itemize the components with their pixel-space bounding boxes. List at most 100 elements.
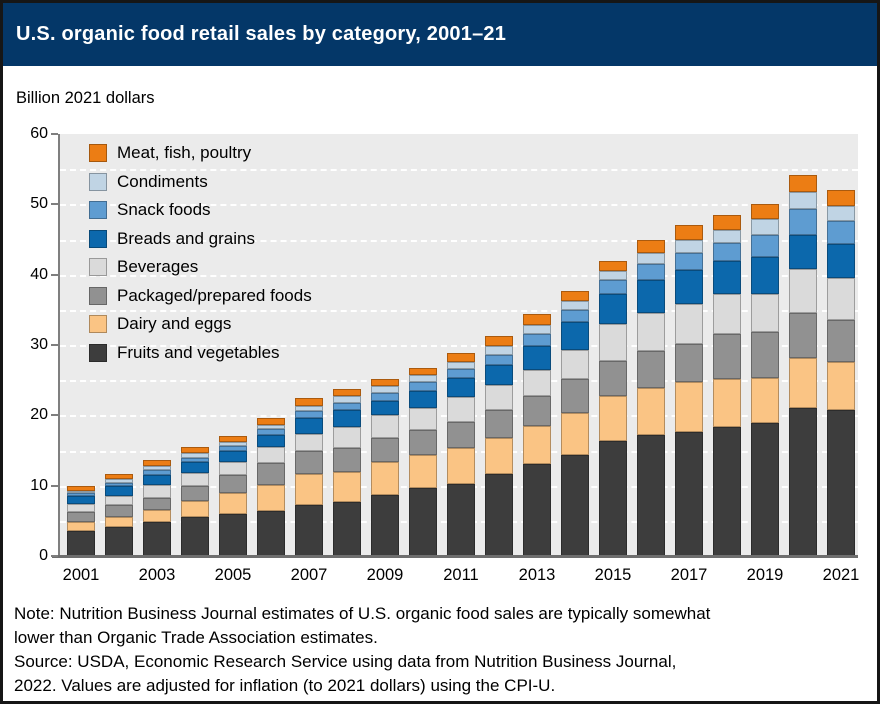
legend-item-packaged-prepared-foods: Packaged/prepared foods: [89, 282, 312, 311]
chart-title: U.S. organic food retail sales by catego…: [16, 23, 507, 45]
segment-packaged-prepared-foods: [713, 334, 741, 380]
segment-breads-and-grains: [713, 260, 741, 295]
segment-breads-and-grains: [675, 269, 703, 304]
segment-condiments: [447, 361, 475, 369]
segment-condiments: [295, 405, 323, 412]
segment-breads-and-grains: [523, 345, 551, 370]
segment-fruits-and-vegetables: [67, 531, 95, 556]
segment-beverages: [561, 349, 589, 380]
segment-snack-foods: [409, 382, 437, 391]
segment-beverages: [257, 447, 285, 464]
segment-breads-and-grains: [485, 365, 513, 386]
meat-fish-poultry-swatch: [89, 144, 107, 163]
segment-snack-foods: [561, 309, 589, 322]
segment-meat-fish-poultry: [827, 189, 855, 206]
segment-beverages: [485, 385, 513, 411]
segment-snack-foods: [675, 252, 703, 270]
segment-condiments: [67, 490, 95, 494]
segment-beverages: [599, 323, 627, 362]
segment-dairy-and-eggs: [105, 516, 133, 528]
segment-beverages: [295, 433, 323, 452]
segment-snack-foods: [105, 482, 133, 487]
bar-2004: [181, 134, 209, 556]
legend-item-condiments: Condiments: [89, 168, 312, 197]
segment-snack-foods: [447, 368, 475, 379]
segment-snack-foods: [181, 457, 209, 463]
gridline-30: [60, 345, 858, 347]
segment-dairy-and-eggs: [371, 462, 399, 495]
segment-meat-fish-poultry: [485, 335, 513, 347]
title-band: U.S. organic food retail sales by catego…: [3, 3, 877, 66]
fruits-and-vegetables-swatch: [89, 343, 107, 362]
segment-beverages: [751, 293, 779, 333]
segment-meat-fish-poultry: [637, 240, 665, 253]
segment-fruits-and-vegetables: [143, 521, 171, 556]
segment-packaged-prepared-foods: [333, 448, 361, 472]
segment-condiments: [105, 479, 133, 483]
x-tick-label-2001: 2001: [62, 566, 100, 584]
segment-packaged-prepared-foods: [561, 379, 589, 413]
y-tick-20: [51, 414, 58, 417]
segment-breads-and-grains: [219, 450, 247, 462]
legend-item-fruits-and-vegetables: Fruits and vegetables: [89, 339, 312, 368]
segment-dairy-and-eggs: [637, 387, 665, 436]
segment-breads-and-grains: [637, 279, 665, 313]
segment-fruits-and-vegetables: [447, 483, 475, 556]
beverages-swatch: [89, 258, 107, 277]
segment-breads-and-grains: [827, 243, 855, 279]
segment-packaged-prepared-foods: [371, 437, 399, 463]
gridline-55: [60, 169, 858, 172]
segment-snack-foods: [143, 470, 171, 476]
segment-meat-fish-poultry: [751, 203, 779, 220]
gridline-35: [60, 309, 858, 312]
x-tick-label-2019: 2019: [746, 566, 784, 584]
segment-meat-fish-poultry: [523, 314, 551, 325]
bar-2020: [789, 134, 817, 556]
segment-dairy-and-eggs: [333, 471, 361, 502]
legend-item-snack-foods: Snack foods: [89, 196, 312, 225]
x-tick-label-2017: 2017: [670, 566, 708, 584]
segment-fruits-and-vegetables: [181, 517, 209, 556]
segment-beverages: [675, 303, 703, 344]
segment-beverages: [67, 503, 95, 512]
segment-snack-foods: [713, 243, 741, 261]
x-tick-label-2009: 2009: [366, 566, 404, 584]
x-tick-label-2015: 2015: [594, 566, 632, 584]
bar-2001: [67, 134, 95, 556]
bar-2019: [751, 134, 779, 556]
segment-condiments: [561, 300, 589, 310]
y-tick-50: [51, 203, 58, 206]
y-tick-10: [51, 484, 58, 487]
segment-packaged-prepared-foods: [67, 511, 95, 522]
x-tick-label-2013: 2013: [518, 566, 556, 584]
segment-breads-and-grains: [789, 234, 817, 270]
segment-condiments: [827, 205, 855, 222]
bar-2011: [447, 134, 475, 556]
segment-snack-foods: [257, 429, 285, 436]
segment-snack-foods: [827, 221, 855, 244]
segment-dairy-and-eggs: [561, 412, 589, 455]
segment-dairy-and-eggs: [599, 396, 627, 442]
bar-2005: [219, 134, 247, 556]
y-axis-line: [58, 134, 60, 558]
bar-2014: [561, 134, 589, 556]
segment-snack-foods: [219, 445, 247, 451]
bar-2016: [637, 134, 665, 556]
segment-dairy-and-eggs: [523, 425, 551, 464]
segment-dairy-and-eggs: [143, 509, 171, 522]
bar-2006: [257, 134, 285, 556]
segment-meat-fish-poultry: [599, 260, 627, 272]
segment-meat-fish-poultry: [333, 388, 361, 396]
segment-beverages: [713, 294, 741, 335]
segment-packaged-prepared-foods: [105, 505, 133, 517]
segment-packaged-prepared-foods: [751, 332, 779, 379]
gridline-45: [60, 239, 858, 242]
segment-packaged-prepared-foods: [789, 313, 817, 359]
segment-breads-and-grains: [409, 390, 437, 408]
segment-beverages: [637, 312, 665, 352]
bar-2021: [827, 134, 855, 556]
segment-snack-foods: [485, 354, 513, 366]
segment-breads-and-grains: [371, 400, 399, 416]
segment-breads-and-grains: [181, 462, 209, 474]
segment-snack-foods: [599, 279, 627, 294]
